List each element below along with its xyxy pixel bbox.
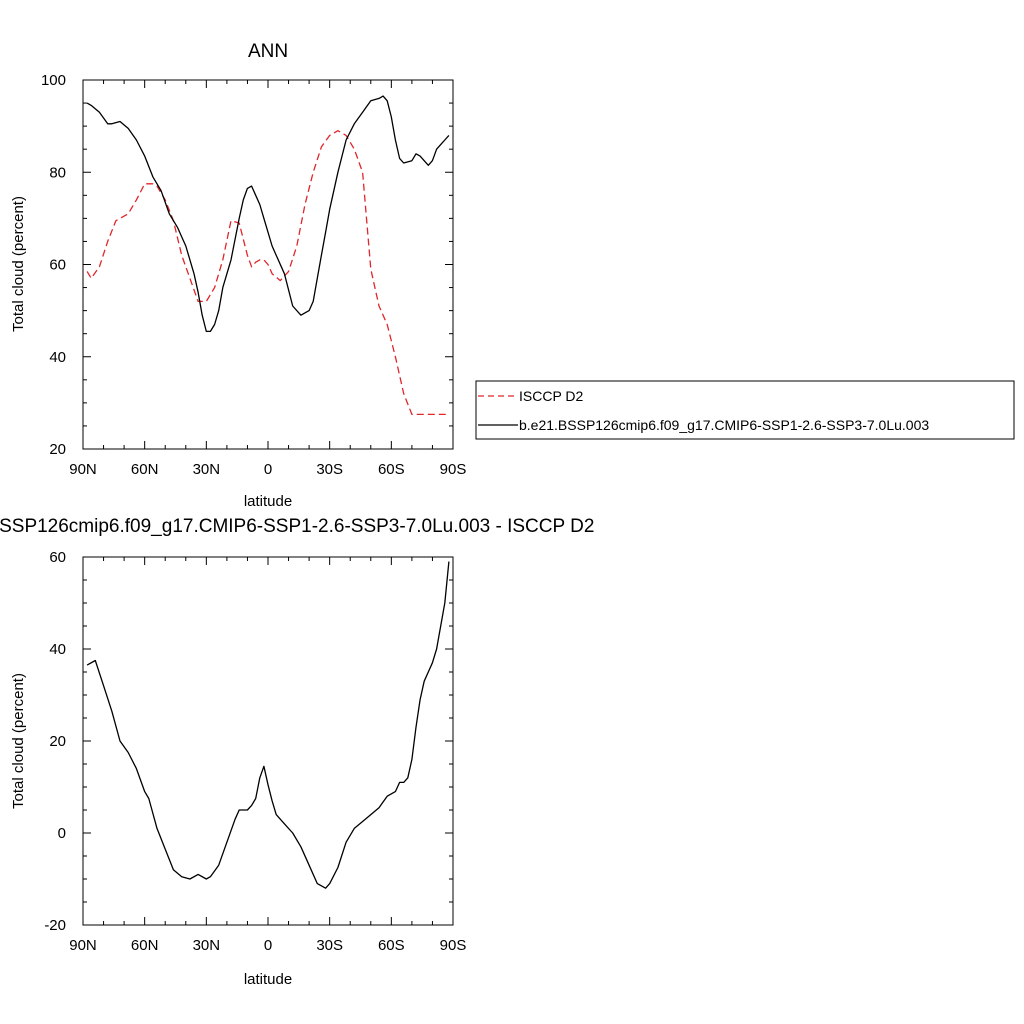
legend: ISCCP D2 b.e21.BSSP126cmip6.f09_g17.CMIP… [475,380,1015,440]
y-tick-label: 20 [49,733,66,750]
y-tick-label: 40 [49,349,66,366]
difference-series-line [86,561,450,889]
bottom-y-axis-label: Total cloud (percent) [10,673,27,809]
y-tick-label: 40 [49,641,66,658]
bottom-axis-ticks: 90N 60N 30N 0 30S 60S 90S -20 0 20 40 60 [44,549,466,954]
top-series-layer [86,95,450,416]
x-tick-label: 0 [264,461,272,478]
y-tick-label: -20 [44,917,66,934]
y-tick-label: 20 [49,441,66,458]
legend-box [475,380,1015,440]
y-tick-label: 80 [49,164,66,181]
x-tick-label: 30N [193,937,221,954]
bottom-panel: b.e21.BSSP126cmip6.f09_g17.CMIP6-SSP1-2.… [0,516,594,988]
y-tick-label: 60 [49,549,66,566]
top-x-axis-label: latitude [244,493,292,510]
y-tick-label: 100 [41,72,66,89]
legend-label-isccp: ISCCP D2 [519,388,584,404]
y-tick-label: 0 [58,825,66,842]
y-tick-label: 60 [49,257,66,274]
bottom-x-axis-label: latitude [244,971,292,988]
x-tick-label: 60N [131,461,159,478]
x-tick-label: 0 [264,937,272,954]
x-tick-label: 90S [440,937,467,954]
isccp-series-line [86,130,449,416]
x-tick-label: 60N [131,937,159,954]
bottom-plot-frame [82,556,454,926]
top-axis-ticks: 90N 60N 30N 0 30S 60S 90S 20 40 60 80 100 [41,72,466,478]
x-tick-label: 90N [69,937,97,954]
x-tick-label: 30S [316,937,343,954]
legend-label-model: b.e21.BSSP126cmip6.f09_g17.CMIP6-SSP1-2.… [519,417,929,433]
bottom-series-layer [86,561,450,889]
model-series-line [86,95,450,333]
top-chart-title: ANN [248,41,288,62]
x-tick-label: 90N [69,461,97,478]
x-tick-label: 60S [378,461,405,478]
top-panel: ANN Total cloud (percent) latitude 90N 60… [10,41,1015,510]
x-tick-label: 90S [440,461,467,478]
x-tick-label: 30N [193,461,221,478]
x-tick-label: 60S [378,937,405,954]
top-y-axis-label: Total cloud (percent) [10,196,27,332]
x-tick-label: 30S [316,461,343,478]
bottom-chart-title: b.e21.BSSP126cmip6.f09_g17.CMIP6-SSP1-2.… [0,516,594,537]
